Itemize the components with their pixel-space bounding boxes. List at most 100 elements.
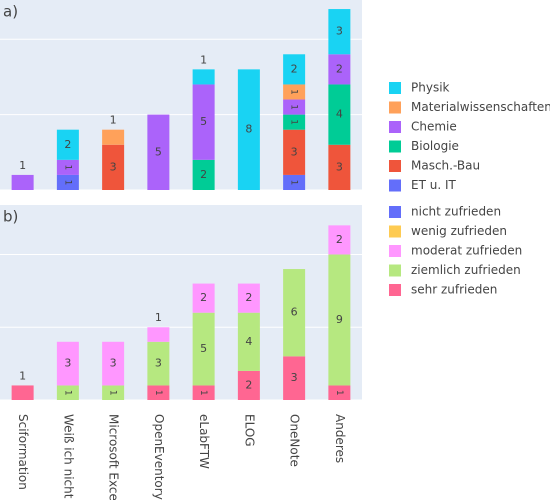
value-label: 1 [198,390,208,396]
value-label: 3 [155,357,162,370]
value-label: 2 [336,233,343,246]
bar-segment [192,385,215,400]
value-label: 1 [19,369,26,382]
legend-label: Physik [411,81,450,95]
value-label: 5 [155,145,162,158]
value-label: 2 [291,62,298,75]
bar-segment [192,69,215,85]
bar-segment [283,129,306,175]
legend-label: moderat zufrieden [411,244,522,258]
value-label: 3 [336,160,343,173]
value-label: 1 [289,104,299,110]
bar-segment [237,370,260,400]
bar-segment [237,283,260,313]
value-label: 1 [289,89,299,95]
bar-segment [237,69,260,190]
bar-segment [283,54,306,85]
legend-label: Masch.-Bau [411,159,480,173]
legend-label: ET u. IT [411,178,457,192]
plot-bg [0,205,362,400]
bar-segment [102,341,125,386]
bar-segment [192,312,215,386]
value-label: 3 [291,371,298,384]
legend-swatch [389,284,401,296]
value-label: 6 [291,306,298,319]
value-label: 1 [62,180,72,186]
legend-label: Materialwissenschaften [411,100,550,114]
value-label: 1 [200,53,207,66]
value-label: 8 [245,123,252,136]
bar-segment [283,269,306,357]
value-label: 2 [245,378,252,391]
legend-swatch [389,264,401,277]
legend-label: sehr zufrieden [411,283,497,297]
bar-segment [328,144,351,190]
legend-swatch [389,82,401,94]
value-label: 5 [200,115,207,128]
value-label: 3 [336,25,343,38]
value-label: 1 [110,114,117,127]
value-label: 2 [200,291,207,304]
x-tick-label: Sciformation [16,414,30,490]
bar-segment [192,159,215,190]
x-tick-label: OpenEventory [152,414,166,500]
value-label: 1 [62,390,72,396]
value-label: 2 [200,168,207,181]
legend-swatch [389,121,401,133]
value-label: 3 [64,357,71,370]
value-label: 1 [155,311,162,324]
value-label: 1 [19,159,26,172]
x-tick-label: Anderes [333,414,347,463]
legend-swatch [389,225,401,238]
bar-segment [328,254,351,386]
bar-segment [56,341,79,386]
value-label: 1 [289,180,299,186]
legend-label: wenig zufrieden [411,224,507,238]
bar-segment [102,129,125,145]
x-tick-label: Weiß ich nicht [61,414,75,499]
x-tick-label: Microsoft Excel [107,414,121,500]
bar-segment [283,84,306,100]
bar-segment [328,385,351,400]
value-label: 1 [62,165,72,171]
value-label: 1 [334,390,344,396]
bar-segment [328,9,351,55]
legend-label: Biologie [411,139,459,153]
legend-swatch [389,140,401,153]
bar-segment [102,385,125,400]
bar-segment [56,129,79,160]
bar-segment [102,144,125,190]
bar-segment [328,225,351,255]
value-label: 1 [153,390,163,396]
plot-bg [0,0,362,190]
bar-segment [147,114,170,190]
legend-label: ziemlich zufrieden [411,263,521,277]
value-label: 3 [110,160,117,173]
legend-swatch [389,245,401,257]
bar-segment [56,385,79,400]
value-label: 5 [200,342,207,355]
value-label: 2 [64,138,71,151]
value-label: 1 [108,390,118,396]
legend-swatch [389,206,401,218]
bar-segment [283,356,306,400]
value-label: 2 [336,62,343,75]
bar-segment [192,84,215,160]
legend-swatch [389,160,401,172]
bar-segment [237,312,260,371]
value-label: 4 [336,108,343,121]
x-tick-label: OneNote [288,414,302,467]
bar-segment [328,84,351,145]
legend-swatch [389,101,401,114]
bar-segment [11,385,34,400]
value-label: 3 [110,357,117,370]
value-label: 9 [336,313,343,326]
bar-segment [56,159,79,175]
bar-segment [147,327,170,342]
x-tick-label: ELOG [242,414,256,447]
value-label: 3 [291,145,298,158]
x-tick-label: eLabFTW [197,414,211,469]
bar-segment [283,174,306,190]
bar-segment [192,283,215,313]
